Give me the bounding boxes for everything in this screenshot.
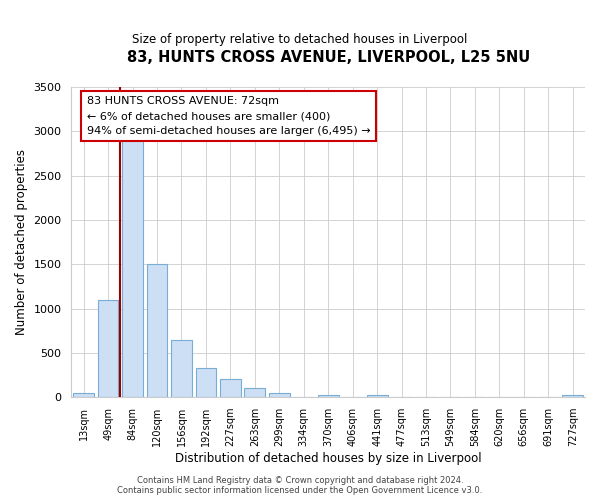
Bar — [73, 393, 94, 397]
Bar — [220, 380, 241, 397]
Text: 83 HUNTS CROSS AVENUE: 72sqm
← 6% of detached houses are smaller (400)
94% of se: 83 HUNTS CROSS AVENUE: 72sqm ← 6% of det… — [87, 96, 370, 136]
Bar — [171, 340, 192, 397]
Title: 83, HUNTS CROSS AVENUE, LIVERPOOL, L25 5NU: 83, HUNTS CROSS AVENUE, LIVERPOOL, L25 5… — [127, 50, 530, 65]
Bar — [367, 396, 388, 397]
Bar — [122, 140, 143, 397]
X-axis label: Distribution of detached houses by size in Liverpool: Distribution of detached houses by size … — [175, 452, 482, 465]
Bar — [244, 388, 265, 397]
Bar — [196, 368, 217, 397]
Text: Size of property relative to detached houses in Liverpool: Size of property relative to detached ho… — [133, 32, 467, 46]
Bar — [98, 300, 118, 397]
Bar — [318, 394, 338, 397]
Bar — [562, 396, 583, 397]
Y-axis label: Number of detached properties: Number of detached properties — [15, 149, 28, 335]
Text: Contains HM Land Registry data © Crown copyright and database right 2024.
Contai: Contains HM Land Registry data © Crown c… — [118, 476, 482, 495]
Bar — [269, 393, 290, 397]
Bar — [146, 264, 167, 397]
